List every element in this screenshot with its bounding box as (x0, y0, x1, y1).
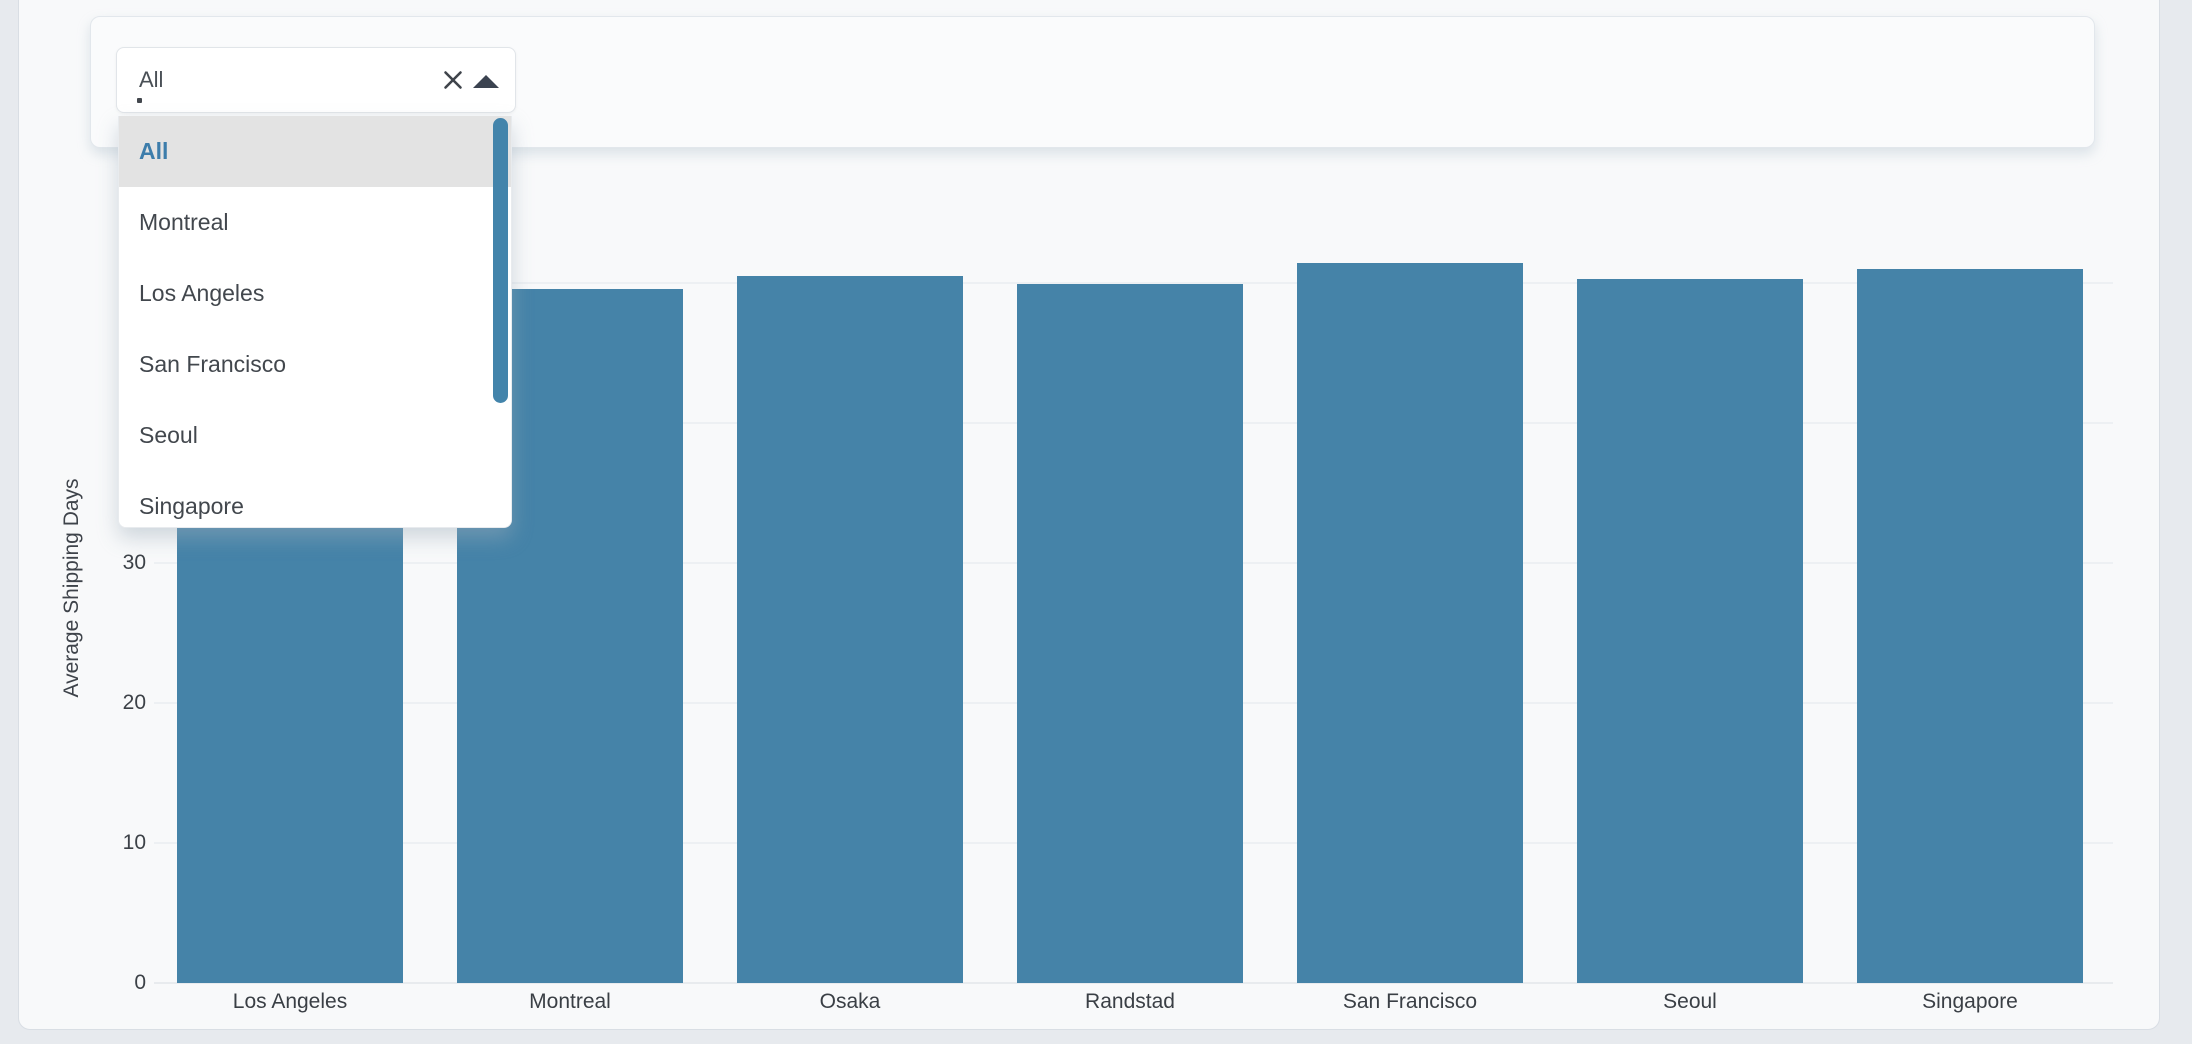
y-axis-title: Average Shipping Days (60, 478, 83, 698)
clear-icon[interactable] (443, 70, 463, 90)
x-tick-label-seoul: Seoul (1663, 990, 1717, 1013)
dropdown-option-san-francisco[interactable]: San Francisco (119, 329, 511, 400)
y-tick-label-30: 30 (122, 551, 146, 574)
x-tick-label-singapore: Singapore (1922, 990, 2018, 1013)
dropdown-options-list: All Montreal Los Angeles San Francisco Seoul… (119, 116, 511, 527)
clear-x-glyph (444, 71, 462, 89)
select-value: All (139, 67, 164, 92)
x-tick-label-montreal: Montreal (529, 990, 611, 1013)
bar-osaka[interactable] (737, 276, 963, 983)
dropdown-option-seoul[interactable]: Seoul (119, 400, 511, 471)
bar-seoul[interactable] (1577, 279, 1803, 983)
y-tick-label-10: 10 (122, 831, 146, 854)
x-tick-label-san-francisco: San Francisco (1342, 990, 1478, 1013)
dropdown-option-los-angeles[interactable]: Los Angeles (119, 258, 511, 329)
bar-randstad[interactable] (1017, 284, 1243, 983)
x-axis-line (154, 982, 2113, 984)
x-tick-label-randstad: Randstad (1085, 990, 1175, 1013)
chevron-up-icon[interactable] (473, 75, 499, 89)
gridline-y-50 (154, 282, 2113, 284)
text-cursor (137, 98, 142, 103)
x-tick-label-osaka: Osaka (819, 990, 881, 1013)
dropdown-scrollbar[interactable] (493, 118, 508, 403)
y-tick-label-20: 20 (122, 691, 146, 714)
dropdown-menu: All Montreal Los Angeles San Francisco Seoul… (118, 116, 512, 528)
y-tick-label-0: 0 (134, 971, 146, 994)
dropdown-option-all[interactable]: All (119, 116, 511, 187)
bar-san-francisco[interactable] (1297, 263, 1523, 983)
dropdown-option-montreal[interactable]: Montreal (119, 187, 511, 258)
city-select[interactable]: All (116, 47, 516, 113)
bar-singapore[interactable] (1857, 269, 2083, 983)
dropdown-option-singapore[interactable]: Singapore (119, 471, 511, 527)
x-tick-label-los-angeles: Los Angeles (232, 990, 348, 1013)
